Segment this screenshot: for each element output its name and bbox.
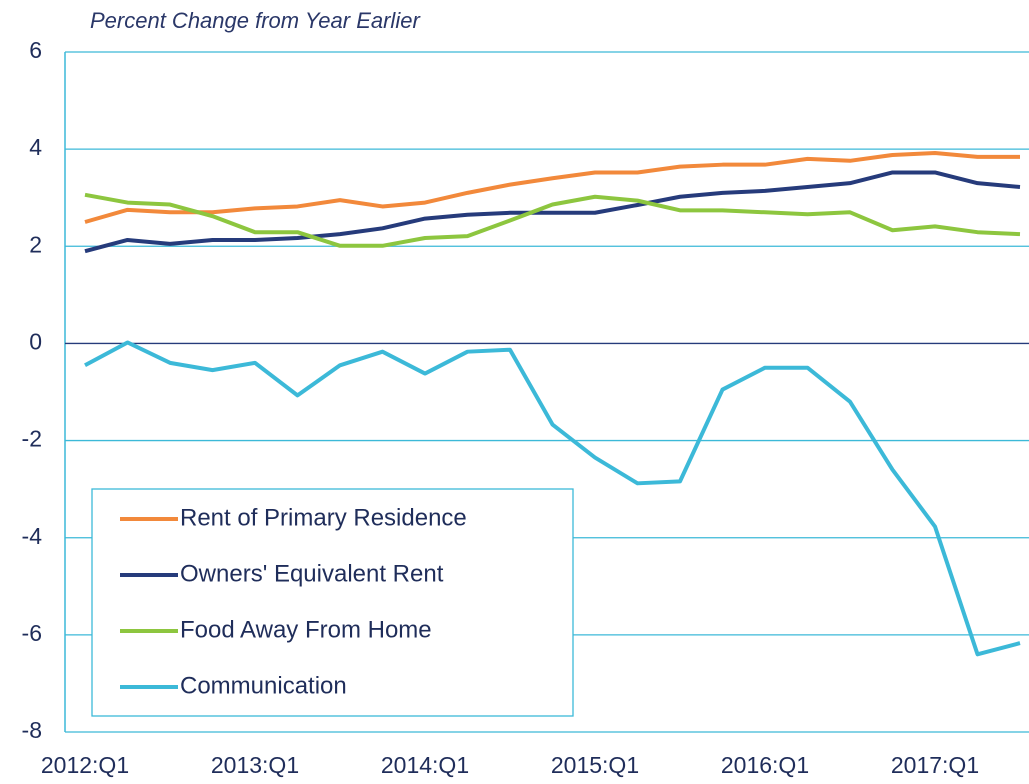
y-tick-label: -6 xyxy=(22,620,42,646)
legend-label: Rent of Primary Residence xyxy=(180,504,467,531)
legend-box xyxy=(91,488,574,717)
x-tick-label: 2016:Q1 xyxy=(721,752,809,778)
y-tick-label: 4 xyxy=(29,134,42,160)
x-tick-label: 2017:Q1 xyxy=(891,752,979,778)
legend-label: Owners' Equivalent Rent xyxy=(180,560,444,587)
y-tick-label: -8 xyxy=(22,717,42,743)
legend-label: Communication xyxy=(180,672,347,699)
legend-label: Food Away From Home xyxy=(180,616,432,643)
x-tick-label: 2013:Q1 xyxy=(211,752,299,778)
y-tick-label: -2 xyxy=(22,426,42,452)
x-tick-label: 2014:Q1 xyxy=(381,752,469,778)
y-tick-label: 2 xyxy=(29,231,42,257)
series-line xyxy=(84,192,1021,248)
y-tick-label: 0 xyxy=(29,329,42,355)
series-line xyxy=(84,151,1020,224)
chart-title: Percent Change from Year Earlier xyxy=(90,8,421,33)
y-tick-label: 6 xyxy=(29,37,42,63)
series-line xyxy=(84,340,1021,657)
y-tick-label: -4 xyxy=(22,523,43,549)
x-tick-label: 2015:Q1 xyxy=(551,752,639,778)
x-tick-label: 2012:Q1 xyxy=(41,752,129,778)
series-line xyxy=(84,170,1021,254)
